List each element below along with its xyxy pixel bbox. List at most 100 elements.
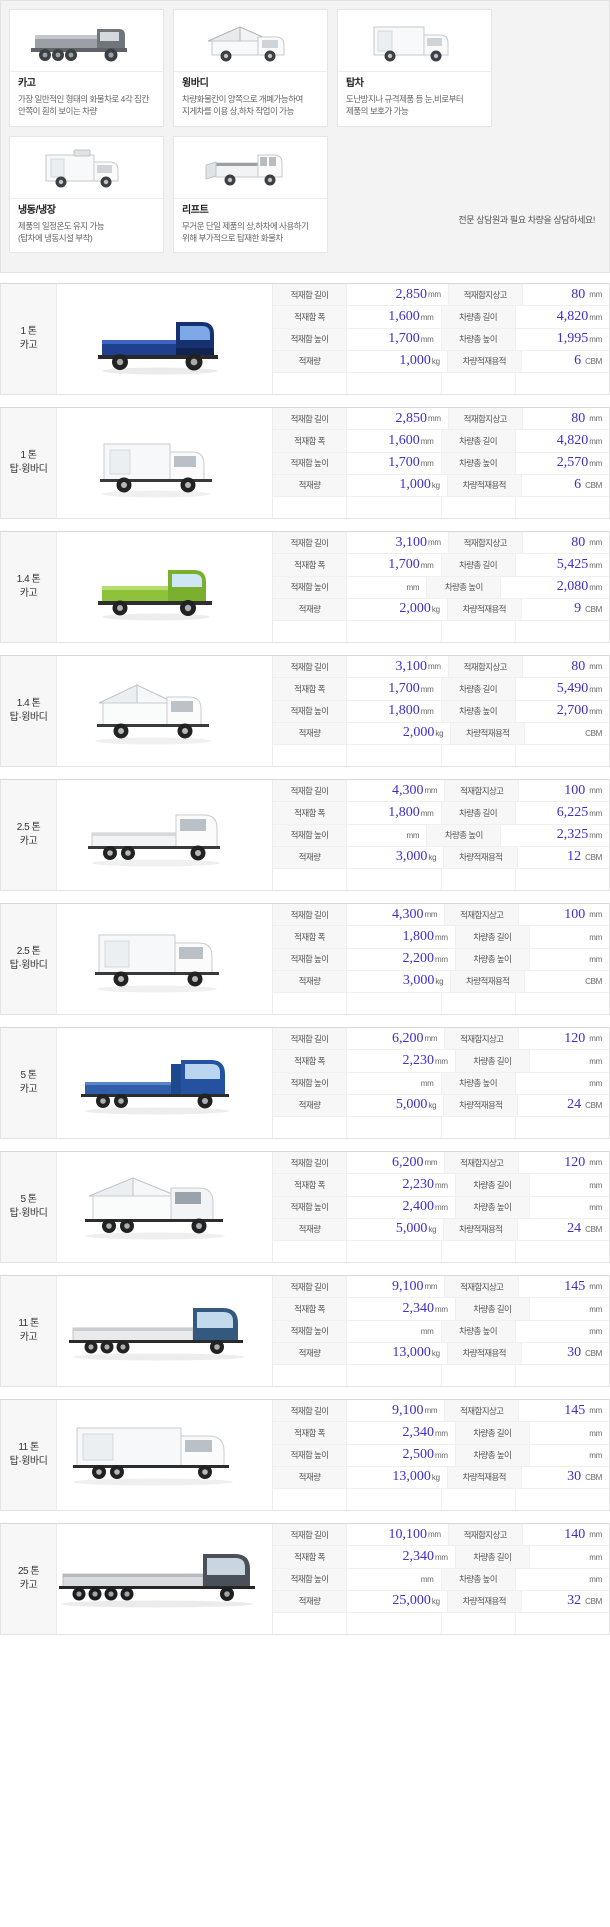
spec-row-empty [273, 869, 609, 891]
feature-card-topcar[interactable]: 탑차 도난방지나 규격제품 등 눈,비로부터 제품의 보호가 가능 [337, 9, 492, 127]
spec-value-cell: mm [530, 1174, 609, 1195]
spec-value-cell: 5,000 kg [347, 1218, 445, 1241]
spec-label: 차량총 길이 [455, 926, 530, 948]
spec-row: 적재량 13,000 kg 차량적재용적 30 CBM [273, 1342, 609, 1366]
spec-value-cell: CBM [525, 723, 609, 744]
spec-unit: mm [589, 312, 602, 322]
spec-value: 2,230 [402, 1053, 435, 1069]
spec-label: 차량적재용적 [447, 1342, 522, 1365]
feature-card-body: 리프트 무거운 단일 제품의 상,하차에 사용하기 위해 부가적으로 탑재한 화… [174, 199, 327, 253]
spec-label: 적재함 폭 [273, 1050, 347, 1072]
spec-unit: mm [424, 910, 438, 920]
spec-unit: kg [431, 604, 440, 614]
spec-row: 적재함 폭 2,230 mm 차량총 길이 mm [273, 1174, 609, 1197]
truck-spec-block[interactable]: 5 톤 탑·윙바디 적재함 길이 6,200 mm 적재함지상고 120 mm 적재함 폭 2,… [0, 1151, 610, 1264]
spec-value-cell: 3,000 kg [347, 846, 445, 869]
spec-value-cell: 9 CBM [522, 599, 609, 620]
spec-row: 적재함 폭 1,600 mm 차량총 길이 4,820 mm [273, 306, 610, 329]
truck-name-line2: 카고 [19, 1332, 38, 1344]
truck-spec-block[interactable]: 5 톤 카고 적재함 길이 6,200 mm 적재함지상고 120 mm 적재함 폭 2,230… [0, 1027, 610, 1140]
spec-value: 2,340 [402, 1549, 435, 1565]
spec-label: 차량총 높이 [441, 1568, 516, 1590]
spec-unit: mm [589, 1326, 602, 1336]
spec-value: 1,000 [399, 353, 431, 369]
truck-spec-block[interactable]: 1 톤 카고 적재함 길이 2,850 mm 적재함지상고 80 mm 적재함 폭 1,600 m… [0, 283, 610, 396]
spec-value: 2,850 [395, 286, 428, 302]
spec-label-empty [273, 1489, 347, 1511]
spec-unit: mm [435, 1180, 448, 1190]
spec-row: 적재함 길이 4,300 mm 적재함지상고 100 mm [273, 780, 609, 803]
spec-value: 2,500 [402, 1447, 435, 1463]
spec-value-cell: 145 mm [519, 1276, 609, 1297]
spec-label: 적재량 [273, 846, 347, 869]
truck-name-cell: 11 톤 카고 [1, 1276, 57, 1387]
spec-value-cell: CBM [525, 971, 609, 992]
spec-label: 차량총 높이 [441, 328, 516, 350]
spec-value: 2,000 [399, 601, 431, 617]
spec-unit: kg [431, 1596, 440, 1606]
spec-row: 적재함 길이 9,100 mm 적재함지상고 145 mm [273, 1276, 609, 1299]
spec-value: 4,300 [392, 782, 424, 798]
spec-label: 차량총 길이 [455, 1422, 530, 1444]
feature-card-cargo[interactable]: 카고 가장 일반적인 형태의 화물차로 4각 짐칸 안쪽이 훤히 보이는 차량 [9, 9, 164, 127]
truck-name-line1: 11 톤 [18, 1441, 39, 1453]
spec-unit: CBM [585, 1224, 602, 1234]
spec-value: 1,700 [388, 681, 420, 697]
spec-value-cell: 1,800 mm [347, 700, 442, 722]
spec-value-cell: 3,000 kg [347, 970, 452, 993]
truck-spec-block[interactable]: 1 톤 탑·윙바디 적재함 길이 2,850 mm 적재함지상고 80 mm 적재함 폭 1,6… [0, 407, 610, 520]
feature-desc-line1: 차량화물칸이 양쪽으로 개폐가능하여 [182, 94, 303, 104]
feature-card-wingbody[interactable]: 윙바디 차량화물칸이 양쪽으로 개폐가능하여 지게차를 이용 상,하차 작업이 … [173, 9, 328, 127]
spec-table: 적재함 길이 2,850 mm 적재함지상고 80 mm 적재함 폭 1,600 mm 차량총 길… [272, 408, 609, 519]
spec-unit: mm [589, 1406, 602, 1416]
spec-row: 적재함 높이 mm 차량총 높이 mm [273, 1072, 609, 1095]
lift-gate-truck-icon [174, 136, 327, 199]
feature-card-desc: 차량화물칸이 양쪽으로 개폐가능하여 지게차를 이용 상,하차 작업이 가능 [182, 93, 319, 118]
spec-label: 차량적재용적 [451, 970, 526, 993]
spec-unit: kg [431, 1348, 440, 1358]
spec-label: 적재함 폭 [273, 554, 347, 576]
spec-row: 적재함 높이 mm 차량총 높이 2,325 mm [273, 824, 609, 847]
truck-name-cell: 1.4 톤 카고 [1, 532, 57, 643]
spec-value-cell: 4,820 mm [516, 306, 610, 327]
spec-label: 차량적재용적 [451, 722, 526, 745]
spec-value-cell: 24 CBM [518, 1219, 609, 1240]
spec-row-empty [273, 993, 609, 1015]
spec-value: 5,000 [395, 1097, 428, 1113]
truck-name-line2: 카고 [19, 1084, 38, 1096]
spec-unit: kg [428, 1224, 437, 1234]
spec-value-cell: 2,000 kg [347, 722, 452, 745]
spec-label-empty [441, 1613, 516, 1635]
spec-unit: CBM [585, 1348, 602, 1358]
spec-label-empty [441, 1489, 516, 1511]
spec-value-cell: 12 CBM [518, 847, 609, 868]
truck-spec-block[interactable]: 1.4 톤 카고 적재함 길이 3,100 mm 적재함지상고 80 mm 적재함 폭 1,70… [0, 531, 610, 644]
spec-row: 적재함 높이 mm 차량총 높이 2,080 mm [273, 576, 609, 599]
feature-card-refrigerated[interactable]: 냉동/냉장 제품의 일정온도 유지 가능 (탑차에 냉동시설 부착) [9, 135, 164, 254]
feature-row-2: 냉동/냉장 제품의 일정온도 유지 가능 (탑차에 냉동시설 부착) [9, 135, 601, 254]
truck-spec-block[interactable]: 2.5 톤 탑·윙바디 적재함 길이 4,300 mm 적재함지상고 100 mm 적재함 폭… [0, 903, 610, 1016]
feature-desc-line2: 지게차를 이용 상,하차 작업이 가능 [182, 106, 294, 117]
flatbed-truck-icon [10, 10, 163, 72]
spec-label-empty [441, 993, 516, 1015]
truck-spec-block[interactable]: 2.5 톤 카고 적재함 길이 4,300 mm 적재함지상고 100 mm 적재함 폭 1,8… [0, 779, 610, 892]
truck-name-line2: 탑·윙바디 [9, 1456, 48, 1468]
truck-spec-block[interactable]: 25 톤 카고 적재함 길이 10,100 mm 적재함지상고 140 mm 적재함 폭 2,3… [0, 1523, 610, 1636]
spec-unit: mm [435, 1056, 448, 1066]
spec-label-empty [273, 497, 347, 519]
spec-table: 적재함 길이 2,850 mm 적재함지상고 80 mm 적재함 폭 1,600 mm 차량총 길… [272, 284, 610, 395]
spec-unit: mm [428, 414, 441, 424]
spec-unit: CBM [585, 976, 602, 986]
spec-value-empty [347, 1489, 442, 1511]
spec-value-empty [516, 1489, 610, 1510]
spec-table: 적재함 길이 9,100 mm 적재함지상고 145 mm 적재함 폭 2,340 mm 차량총 … [272, 1400, 610, 1511]
feature-card-body: 카고 가장 일반적인 형태의 화물차로 4각 짐칸 안쪽이 훤히 보이는 차량 [10, 72, 163, 126]
feature-card-lift[interactable]: 리프트 무거운 단일 제품의 상,하차에 사용하기 위해 부가적으로 탑재한 화… [173, 135, 328, 254]
cargo-truck-crane-icon [57, 1028, 272, 1139]
truck-spec-block[interactable]: 11 톤 카고 적재함 길이 9,100 mm 적재함지상고 145 mm 적재함 폭 2,34… [0, 1275, 610, 1388]
spec-label: 적재량 [273, 598, 347, 621]
spec-value: 100 [564, 906, 586, 922]
